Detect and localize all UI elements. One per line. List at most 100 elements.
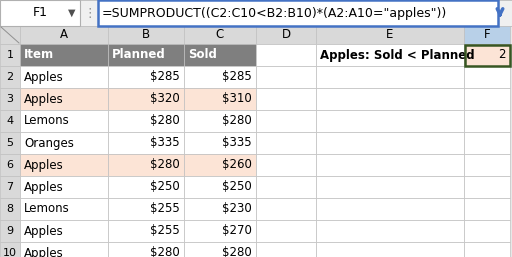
Text: 1: 1 [7,50,13,60]
Bar [20,26,108,44]
Text: ⋮: ⋮ [84,6,96,20]
Text: 8: 8 [7,204,13,214]
Bar [316,154,464,176]
Bar [108,132,184,154]
Bar [464,176,510,198]
Bar [0,26,20,44]
Bar [0,44,20,66]
Bar [316,220,464,242]
Bar [0,66,20,88]
Bar [20,220,108,242]
Bar [256,132,316,154]
Bar [108,88,184,110]
Text: 3: 3 [7,94,13,104]
Bar [108,242,184,257]
Text: Lemons: Lemons [24,203,70,216]
Text: C: C [216,29,224,41]
Bar [184,132,256,154]
Text: Apples: Apples [24,180,64,194]
Text: E: E [387,29,394,41]
Bar [256,88,316,110]
Bar [464,88,510,110]
Bar [464,44,509,66]
Bar [316,44,464,66]
Text: 2: 2 [499,49,506,61]
Bar [98,0,498,26]
Bar [184,66,256,88]
Bar [464,26,510,44]
Text: =SUMPRODUCT((C2:C10<B2:B10)*(A2:A10="apples")): =SUMPRODUCT((C2:C10<B2:B10)*(A2:A10="app… [102,6,447,20]
Bar [316,110,464,132]
Bar [20,132,108,154]
Bar [0,154,20,176]
Bar [20,242,108,257]
Bar [108,66,184,88]
Bar [108,198,184,220]
Text: 7: 7 [7,182,13,192]
Bar [464,66,510,88]
Bar [464,132,510,154]
Text: $280: $280 [222,115,252,127]
Bar [0,88,20,110]
Text: Apples: Apples [24,225,64,237]
Text: $250: $250 [150,180,180,194]
Text: $260: $260 [222,159,252,171]
Bar [184,26,256,44]
Text: 2: 2 [7,72,13,82]
Bar [108,176,184,198]
Text: $280: $280 [150,246,180,257]
Bar [0,242,20,257]
Text: B: B [142,29,150,41]
Bar [256,220,316,242]
Bar [464,110,510,132]
Bar [20,110,108,132]
Bar [108,154,184,176]
Bar [0,110,20,132]
Bar [316,26,464,44]
Bar [20,154,108,176]
Bar [256,26,316,44]
Bar [108,110,184,132]
Bar [316,242,464,257]
Text: $230: $230 [222,203,252,216]
Text: Lemons: Lemons [24,115,70,127]
Bar [184,220,256,242]
Bar [184,154,256,176]
Bar [184,44,256,66]
Text: 5: 5 [7,138,13,148]
Text: $335: $335 [151,136,180,150]
Text: Planned: Planned [112,49,166,61]
Bar [464,220,510,242]
Bar [184,88,256,110]
Bar [0,220,20,242]
Text: $255: $255 [150,203,180,216]
Bar [464,198,510,220]
Bar [464,242,510,257]
Bar [0,0,80,26]
Bar [20,198,108,220]
Bar [464,44,510,66]
Bar [464,154,510,176]
Bar [20,88,108,110]
Text: Oranges: Oranges [24,136,74,150]
Bar [0,176,20,198]
Text: $310: $310 [222,93,252,106]
Text: $255: $255 [150,225,180,237]
Bar [256,154,316,176]
Text: $285: $285 [150,70,180,84]
Text: 10: 10 [3,248,17,257]
Text: $285: $285 [222,70,252,84]
Bar [20,44,108,66]
Bar [0,198,20,220]
Text: Apples: Apples [24,246,64,257]
Bar [184,198,256,220]
Text: F: F [484,29,490,41]
Bar [0,0,512,26]
Bar [20,66,108,88]
Bar [316,198,464,220]
Text: D: D [282,29,291,41]
Text: 4: 4 [7,116,13,126]
Text: $320: $320 [150,93,180,106]
Text: $280: $280 [150,159,180,171]
Bar [256,242,316,257]
